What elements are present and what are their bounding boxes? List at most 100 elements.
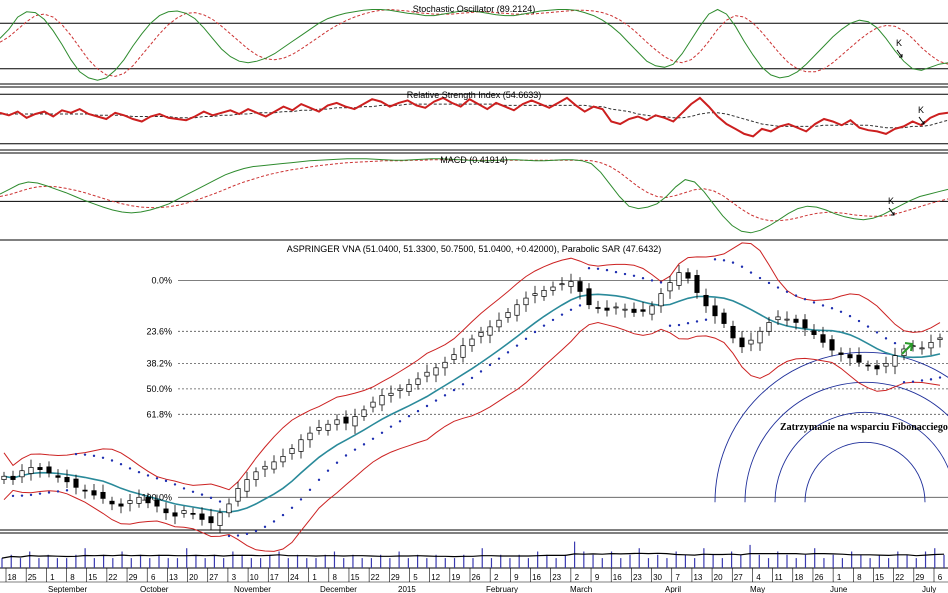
candle-body [541, 289, 547, 297]
candle-body [325, 423, 331, 431]
parabolic-sar-dot [173, 483, 177, 486]
x-axis-day-label: 2 [575, 573, 580, 582]
candle-body [460, 345, 466, 358]
candle-body [289, 448, 295, 454]
parabolic-sar-dot [83, 453, 87, 456]
candle-body [721, 312, 727, 324]
x-axis-day-label: 15 [88, 573, 97, 582]
parabolic-sar-dot [839, 310, 843, 313]
parabolic-sar-dot [47, 491, 51, 494]
parabolic-sar-dot [416, 409, 420, 413]
candle-body [46, 466, 52, 474]
x-axis-month-label: December [320, 585, 357, 593]
fib-arc-3 [714, 351, 948, 503]
stochastic-title: Stochastic Oscillator (89.2124) [413, 4, 536, 14]
parabolic-sar-dot [578, 304, 582, 307]
parabolic-sar-dot [677, 323, 681, 327]
candle-body [442, 361, 448, 369]
parabolic-sar-dot [479, 370, 483, 373]
candle-body [262, 465, 268, 470]
candle-body [829, 339, 835, 351]
parabolic-sar-dot [164, 479, 168, 483]
candle-body [307, 432, 313, 441]
candle-body [577, 281, 583, 292]
parabolic-sar-dot [830, 307, 834, 310]
x-axis-day-label: 15 [351, 573, 360, 582]
x-axis-day-label: 23 [633, 573, 642, 582]
fib-arc-1 [774, 411, 948, 503]
parabolic-sar-dot [128, 467, 132, 470]
x-axis-day-label: 1 [312, 573, 317, 582]
candle-body [532, 293, 538, 296]
parabolic-sar-dot [749, 271, 753, 274]
candle-body [496, 319, 502, 328]
macd-title: MACD (0.41914) [440, 155, 508, 165]
parabolic-sar-dot [443, 394, 447, 397]
candle-body [703, 294, 709, 307]
parabolic-sar-dot [614, 270, 618, 274]
candle-body [685, 272, 691, 279]
parabolic-sar-dot [920, 379, 924, 382]
candle-body [892, 355, 898, 367]
parabolic-sar-dot [902, 381, 906, 384]
x-axis-day-label: 9 [595, 573, 600, 582]
parabolic-sar-dot [740, 265, 744, 268]
x-axis-day-label: 13 [693, 573, 702, 582]
x-axis-month-label: October [140, 585, 169, 593]
candle-body [856, 354, 862, 363]
x-axis-day-label: 24 [290, 573, 299, 582]
parabolic-sar-dot [425, 404, 429, 408]
candle-body [730, 325, 736, 339]
candle-body [505, 312, 511, 318]
x-axis-day-label: 11 [774, 573, 783, 582]
parabolic-sar-dot [299, 498, 303, 501]
moving-average-line [3, 293, 941, 513]
parabolic-sar-dot [119, 462, 123, 466]
rsi-k-annotation: K [918, 105, 924, 115]
candle-body [415, 378, 421, 385]
x-axis-day-label: 27 [734, 573, 743, 582]
x-axis-day-label: 10 [250, 573, 259, 582]
parabolic-sar-dot [218, 500, 222, 503]
x-axis-day-label: 8 [70, 573, 75, 582]
parabolic-sar-dot [686, 321, 690, 325]
x-axis-day-label: 25 [28, 573, 37, 582]
x-axis-day-label: 29 [391, 573, 400, 582]
candle-body [847, 354, 853, 359]
parabolic-sar-dot [389, 425, 393, 428]
x-axis-month-label: March [570, 585, 592, 593]
parabolic-sar-dot [407, 414, 411, 418]
candle-body [739, 337, 745, 348]
parabolic-sar-dot [524, 337, 528, 341]
x-axis-day-label: 22 [371, 573, 380, 582]
parabolic-sar-dot [551, 318, 555, 322]
parabolic-sar-dot [812, 301, 816, 304]
parabolic-sar-dot [470, 376, 474, 380]
parabolic-sar-dot [371, 437, 375, 441]
parabolic-sar-dot [38, 492, 42, 495]
fib-level-label-4: 61.8% [146, 409, 172, 419]
x-axis-day-label: 30 [653, 573, 662, 582]
candle-body [667, 282, 673, 292]
parabolic-sar-dot [317, 478, 321, 482]
parabolic-sar-dot [281, 513, 285, 517]
candle-body [658, 293, 664, 307]
candle-body [10, 475, 16, 480]
x-axis-day-label: 6 [151, 573, 156, 582]
parabolic-sar-dot [821, 304, 825, 307]
parabolic-sar-dot [515, 344, 519, 347]
candle-body [64, 477, 70, 483]
stochastic-k-line [0, 8, 948, 81]
x-axis-day-label: 4 [756, 573, 761, 582]
parabolic-sar-dot [794, 294, 798, 297]
x-axis-day-label: 15 [875, 573, 884, 582]
candle-body [469, 338, 475, 347]
x-axis-day-label: 29 [129, 573, 138, 582]
candle-body [172, 512, 178, 517]
x-axis-day-label: 23 [552, 573, 561, 582]
candle-body [694, 275, 700, 293]
candle-body [199, 513, 205, 520]
parabolic-sar-dot [245, 532, 249, 536]
x-axis-day-label: 16 [532, 573, 541, 582]
parabolic-sar-dot [146, 474, 150, 477]
